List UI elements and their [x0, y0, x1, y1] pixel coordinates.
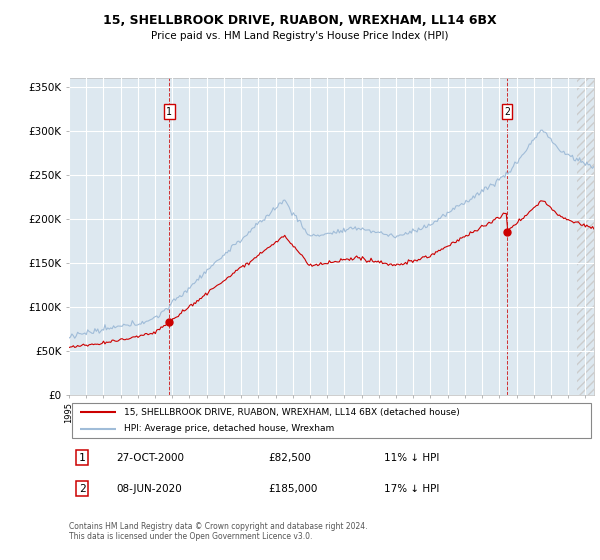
Text: 1: 1 [166, 106, 172, 116]
Text: Price paid vs. HM Land Registry's House Price Index (HPI): Price paid vs. HM Land Registry's House … [151, 31, 449, 41]
Text: 2: 2 [504, 106, 510, 116]
Text: Contains HM Land Registry data © Crown copyright and database right 2024.
This d: Contains HM Land Registry data © Crown c… [69, 522, 367, 542]
Text: £82,500: £82,500 [269, 453, 311, 463]
Text: HPI: Average price, detached house, Wrexham: HPI: Average price, detached house, Wrex… [124, 424, 334, 433]
Text: 15, SHELLBROOK DRIVE, RUABON, WREXHAM, LL14 6BX: 15, SHELLBROOK DRIVE, RUABON, WREXHAM, L… [103, 14, 497, 27]
Text: 08-JUN-2020: 08-JUN-2020 [116, 484, 182, 493]
Text: £185,000: £185,000 [269, 484, 318, 493]
Bar [577, 78, 594, 395]
Bar [577, 78, 594, 395]
Text: 1: 1 [79, 453, 86, 463]
FancyBboxPatch shape [71, 403, 592, 438]
Text: 2: 2 [79, 484, 86, 493]
Text: 11% ↓ HPI: 11% ↓ HPI [384, 453, 439, 463]
Text: 15, SHELLBROOK DRIVE, RUABON, WREXHAM, LL14 6BX (detached house): 15, SHELLBROOK DRIVE, RUABON, WREXHAM, L… [124, 408, 460, 417]
Text: 27-OCT-2000: 27-OCT-2000 [116, 453, 184, 463]
Text: 17% ↓ HPI: 17% ↓ HPI [384, 484, 439, 493]
